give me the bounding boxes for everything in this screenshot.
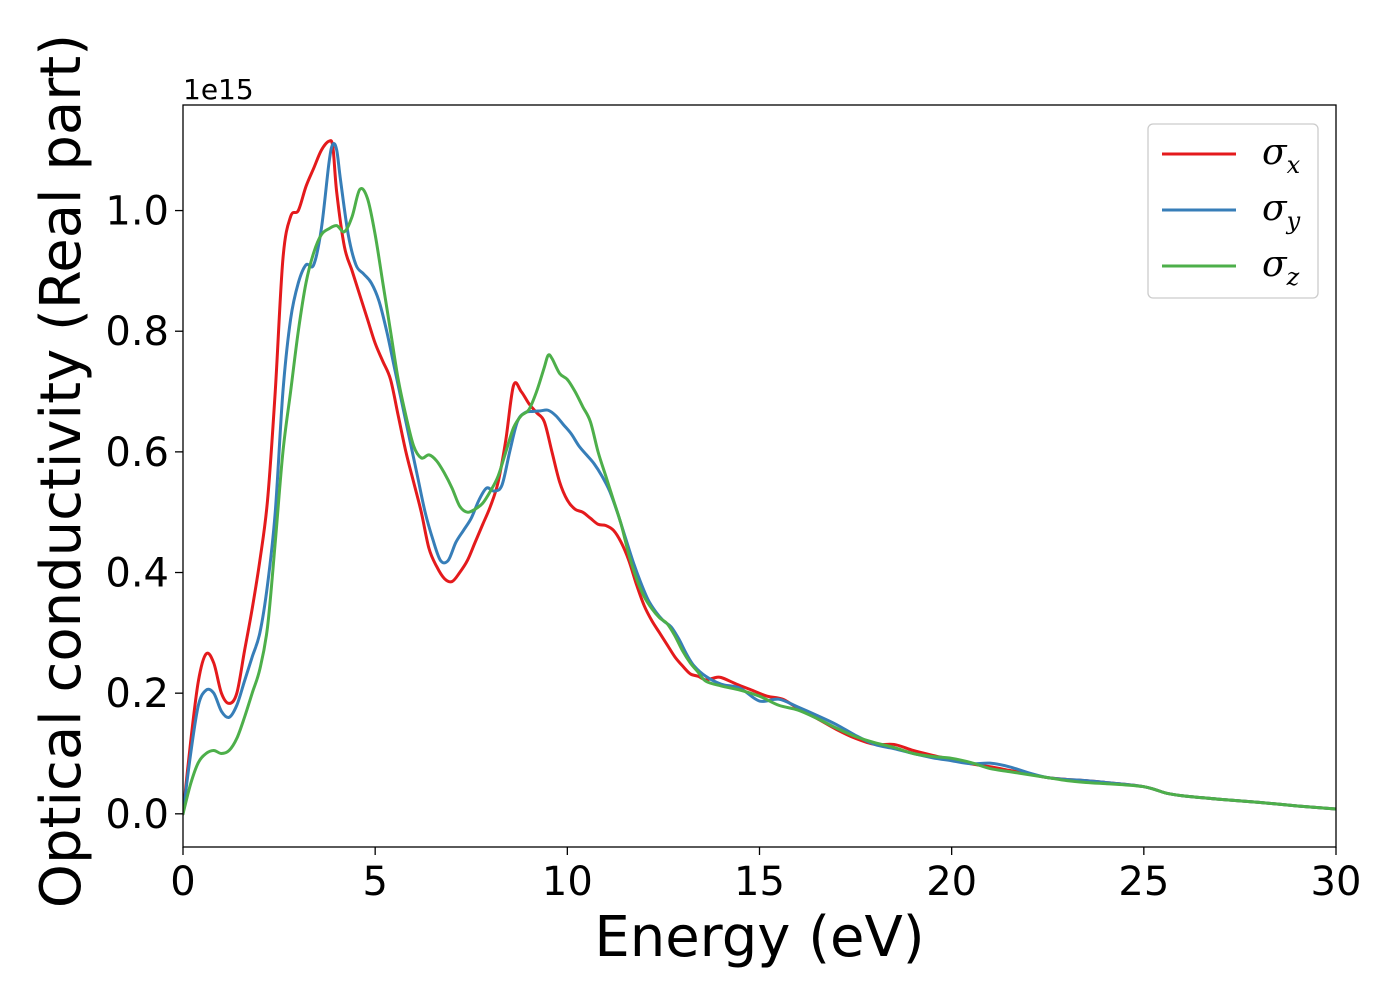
- x-tick-label: 20: [926, 859, 977, 905]
- y-tick-label: 0.8: [105, 309, 169, 355]
- y-offset-label: 1e15: [183, 73, 254, 106]
- y-tick-label: 0.2: [105, 671, 169, 717]
- y-tick-label: 1.0: [105, 189, 169, 235]
- legend-subscript-x: x: [1287, 151, 1301, 179]
- x-tick-label: 25: [1118, 859, 1169, 905]
- x-tick-label: 15: [734, 859, 785, 905]
- legend-subscript-z: z: [1286, 263, 1300, 291]
- x-axis-title: Energy (eV): [594, 905, 924, 970]
- x-tick-label: 10: [542, 859, 593, 905]
- y-axis: 0.0 0.2 0.4 0.6 0.8 1.0: [105, 189, 183, 838]
- y-tick-label: 0.6: [105, 430, 169, 476]
- y-tick-label: 0.0: [105, 792, 169, 838]
- series-line-y: [183, 141, 1336, 816]
- series-line-z: [183, 187, 1336, 816]
- x-tick-label: 30: [1311, 859, 1362, 905]
- y-axis-title: Optical conductivity (Real part): [29, 34, 94, 908]
- legend-subscript-y: y: [1286, 207, 1301, 235]
- x-tick-label: 5: [362, 859, 387, 905]
- x-axis: 0 5 10 15 20 25 30: [170, 847, 1361, 905]
- x-tick-label: 0: [170, 859, 195, 905]
- series-layer: [183, 139, 1336, 816]
- y-tick-label: 0.4: [105, 551, 169, 597]
